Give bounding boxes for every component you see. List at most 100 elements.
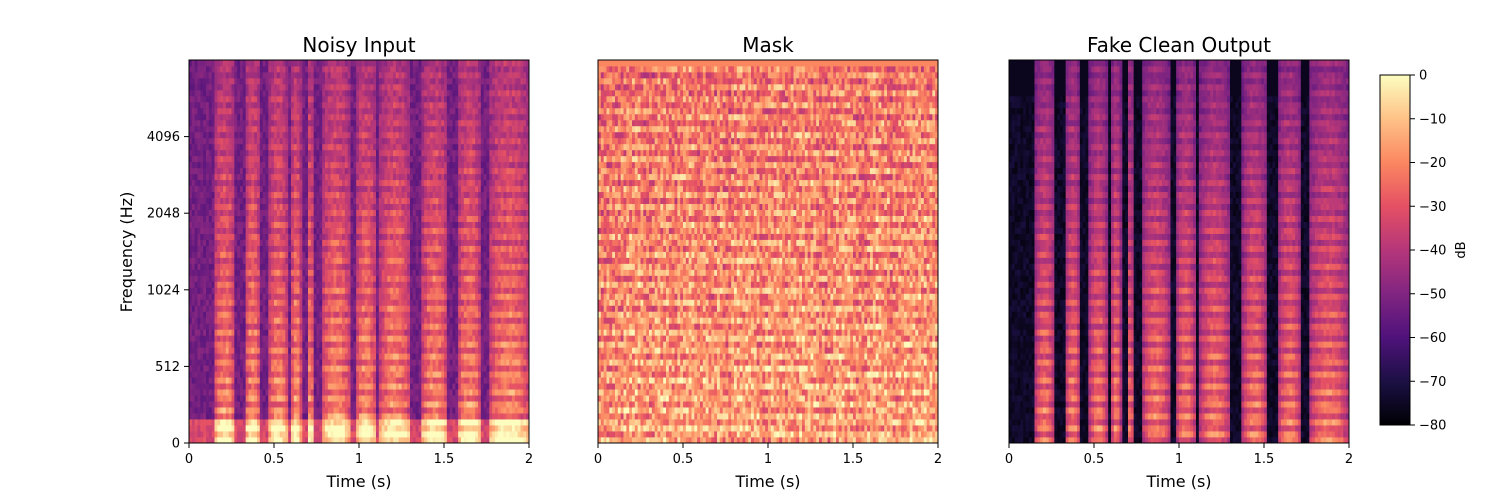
heatmap-cell <box>279 371 283 378</box>
heatmap-cell <box>387 293 391 300</box>
heatmap-cell <box>395 365 400 372</box>
heatmap-cell <box>242 323 247 330</box>
heatmap-cell <box>356 77 360 85</box>
heatmap-cell <box>265 413 269 420</box>
heatmap-cell <box>387 251 391 258</box>
heatmap-cell <box>330 377 334 384</box>
heatmap-cell <box>203 419 207 426</box>
heatmap-cell <box>251 125 255 133</box>
heatmap-cell <box>367 71 371 79</box>
heatmap-cell <box>330 311 334 318</box>
heatmap-cell <box>361 155 366 163</box>
heatmap-cell <box>407 203 411 211</box>
heatmap-cell <box>293 119 298 127</box>
heatmap-cell <box>288 347 292 354</box>
heatmap-cell <box>257 143 261 151</box>
heatmap-cell <box>378 377 383 384</box>
heatmap-cell <box>356 203 360 211</box>
heatmap-cell <box>279 383 283 390</box>
heatmap-cell <box>259 239 264 246</box>
heatmap-cell <box>200 275 204 282</box>
heatmap-cell <box>265 425 269 432</box>
heatmap-cell <box>319 329 323 336</box>
heatmap-cell <box>327 173 332 181</box>
heatmap-cell <box>194 401 198 408</box>
heatmap-cell <box>268 167 272 175</box>
heatmap-cell <box>211 251 215 258</box>
heatmap-cell <box>378 203 383 211</box>
heatmap-cell <box>237 383 241 390</box>
heatmap-cell <box>259 197 264 205</box>
heatmap-cell <box>404 407 408 414</box>
heatmap-cell <box>214 287 218 294</box>
heatmap-cell <box>381 263 385 270</box>
heatmap-cell <box>342 107 346 115</box>
heatmap-cell <box>336 311 340 318</box>
heatmap-cell <box>308 179 312 187</box>
heatmap-cell <box>262 263 266 270</box>
heatmap-cell <box>259 60 264 67</box>
heatmap-cell <box>305 221 309 228</box>
heatmap-cell <box>220 281 224 288</box>
heatmap-cell <box>194 143 198 151</box>
heatmap-cell <box>208 60 213 67</box>
heatmap-cell <box>206 347 210 354</box>
heatmap-cell <box>370 221 374 228</box>
heatmap-cell <box>257 389 261 396</box>
heatmap-cell <box>194 101 198 109</box>
heatmap-cell <box>214 77 218 85</box>
heatmap-cell <box>248 299 252 306</box>
heatmap-cell <box>339 251 343 258</box>
heatmap-cell <box>217 233 221 240</box>
heatmap-cell <box>327 77 332 85</box>
heatmap-cell <box>220 263 224 270</box>
heatmap-cell <box>333 401 337 408</box>
heatmap-cell <box>276 245 281 252</box>
heatmap-cell <box>310 293 315 300</box>
heatmap-cell <box>194 233 198 240</box>
heatmap-cell <box>395 60 400 67</box>
heatmap-cell <box>293 77 298 85</box>
heatmap-cell <box>242 419 247 426</box>
heatmap-cell <box>203 257 207 264</box>
heatmap-cell <box>350 71 354 79</box>
heatmap-cell <box>373 425 377 432</box>
heatmap-cell <box>254 377 258 384</box>
heatmap-cell <box>387 113 391 121</box>
heatmap-cell <box>225 215 230 222</box>
heatmap-cell <box>231 401 235 408</box>
heatmap-cell <box>319 365 323 372</box>
heatmap-cell <box>344 341 349 348</box>
heatmap-cell <box>217 173 221 181</box>
heatmap-cell <box>231 191 235 199</box>
heatmap-cell <box>356 107 360 115</box>
heatmap-cell <box>191 263 196 270</box>
heatmap-cell <box>217 347 221 354</box>
heatmap-cell <box>367 221 371 228</box>
heatmap-cell <box>240 341 244 348</box>
heatmap-cell <box>240 215 244 222</box>
heatmap-cell <box>248 353 252 360</box>
heatmap-cell <box>288 65 292 73</box>
heatmap-cell <box>376 251 380 258</box>
heatmap-cell <box>282 413 286 420</box>
heatmap-cell <box>322 245 326 252</box>
heatmap-cell <box>214 335 218 342</box>
heatmap-cell <box>237 101 241 109</box>
heatmap-cell <box>223 317 227 324</box>
heatmap-cell <box>217 359 221 366</box>
heatmap-cell <box>291 77 295 85</box>
heatmap-cell <box>217 311 221 318</box>
heatmap-cell <box>279 143 283 151</box>
heatmap-cell <box>259 161 264 169</box>
heatmap-cell <box>299 149 303 157</box>
heatmap-cell <box>276 227 281 234</box>
heatmap-cell <box>325 425 329 432</box>
heatmap-cell <box>268 71 272 79</box>
heatmap-cell <box>206 221 210 228</box>
heatmap-cell <box>228 323 232 330</box>
heatmap-cell <box>404 119 408 127</box>
heatmap-cell <box>271 191 275 199</box>
heatmap-cell <box>310 239 315 246</box>
heatmap-cell <box>191 347 196 354</box>
